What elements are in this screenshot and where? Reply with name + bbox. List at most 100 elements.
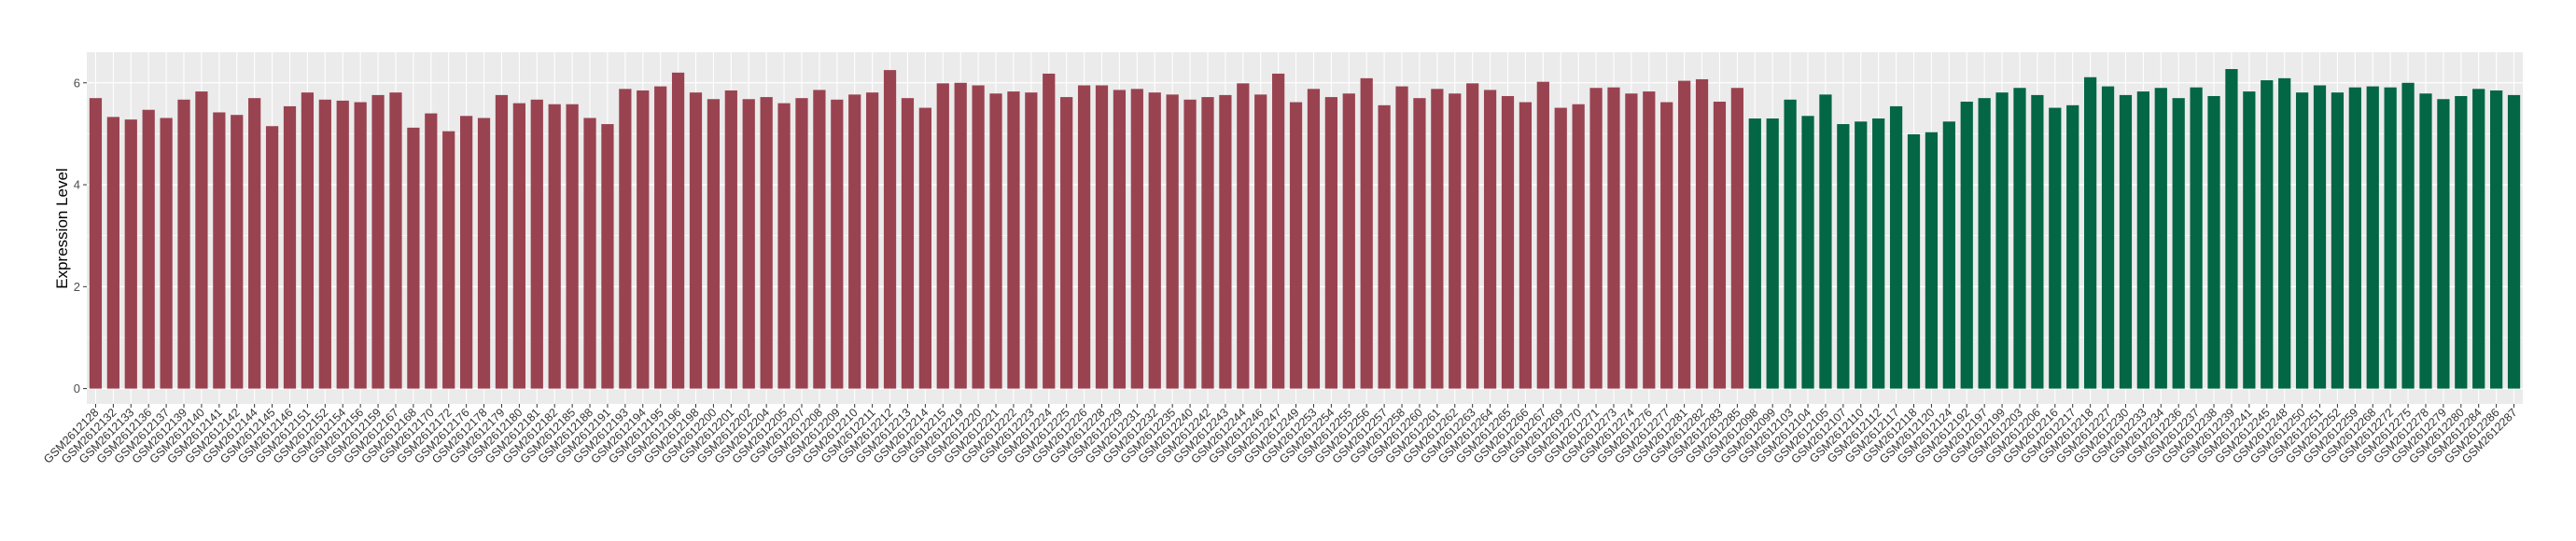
bar-GSM2612224	[1043, 73, 1056, 389]
bar-GSM2612193	[619, 89, 632, 389]
bar-GSM2612271	[1589, 88, 1603, 389]
bar-GSM2612257	[1378, 104, 1391, 389]
bar-GSM2612128	[89, 98, 103, 389]
bar-GSM2612212	[883, 70, 897, 389]
bar-GSM2612286	[2490, 90, 2503, 389]
y-axis-title: Expression Level	[53, 168, 71, 288]
bar-GSM2612247	[1272, 73, 1285, 389]
bar-GSM2612225	[1060, 97, 1073, 389]
bar-GSM2612156	[354, 102, 367, 389]
bar-GSM2612120	[1925, 132, 1939, 389]
bar-GSM2612188	[583, 118, 596, 389]
bar-GSM2612182	[548, 104, 561, 389]
bar-GSM2612211	[866, 92, 879, 389]
bar-GSM2612235	[1166, 94, 1179, 389]
bar-GSM2612124	[1942, 121, 1955, 389]
bar-GSM2612213	[901, 98, 915, 389]
bar-GSM2612201	[724, 90, 737, 389]
bar-GSM2612191	[601, 124, 614, 389]
bar-GSM2612198	[689, 92, 703, 389]
bar-GSM2612282	[1695, 78, 1709, 389]
bar-GSM2612154	[336, 100, 349, 389]
bar-GSM2612236	[2172, 98, 2185, 389]
bar-GSM2612159	[371, 94, 385, 389]
bar-GSM2612253	[1307, 89, 1321, 389]
bar-GSM2612279	[2437, 99, 2450, 389]
bar-GSM2612276	[1643, 91, 1656, 389]
y-axis: 0 2 4 6	[74, 76, 87, 395]
bar-GSM2612280	[2455, 95, 2468, 389]
bar-GSM2612104	[1801, 116, 1814, 389]
bar-GSM2612227	[2101, 86, 2115, 389]
bar-GSM2612284	[2472, 89, 2485, 389]
bar-GSM2612274	[1625, 93, 1638, 389]
bar-GSM2612139	[177, 99, 190, 389]
bar-GSM2612098	[1748, 118, 1761, 389]
bar-GSM2612242	[1201, 97, 1214, 389]
bar-GSM2612103	[1784, 99, 1797, 389]
bar-GSM2612258	[1395, 86, 1408, 389]
bar-GSM2612229	[1113, 90, 1127, 389]
bar-GSM2612245	[2261, 80, 2274, 389]
bar-GSM2612239	[2225, 69, 2238, 389]
bar-GSM2612214	[918, 107, 931, 389]
x-axis: GSM2612128GSM2612132GSM2612133GSM2612136…	[41, 404, 2520, 466]
bar-GSM2612208	[813, 90, 826, 389]
bar-GSM2612144	[248, 98, 261, 389]
bar-GSM2612232	[1148, 92, 1161, 389]
bar-GSM2612267	[1536, 81, 1549, 389]
bar-GSM2612200	[707, 99, 721, 389]
bar-GSM2612262	[1449, 93, 1462, 389]
bar-GSM2612260	[1413, 98, 1426, 389]
bar-GSM2612185	[566, 104, 579, 389]
bar-GSM2612168	[407, 127, 420, 389]
bar-GSM2612250	[2295, 92, 2309, 389]
bar-GSM2612140	[195, 91, 208, 389]
bar-GSM2612254	[1324, 97, 1337, 389]
bar-GSM2612142	[231, 115, 244, 389]
y-tick-label: 6	[74, 76, 80, 90]
bar-GSM2612217	[2066, 104, 2079, 389]
bar-GSM2612141	[213, 112, 226, 389]
y-tick-label: 4	[74, 178, 80, 192]
bars	[89, 69, 2521, 389]
bar-GSM2612237	[2190, 87, 2203, 389]
bar-GSM2612202	[742, 99, 755, 389]
bar-GSM2612137	[160, 118, 173, 389]
bar-GSM2612261	[1431, 89, 1444, 389]
bar-GSM2612209	[831, 99, 844, 389]
bar-GSM2612181	[530, 99, 543, 389]
bar-GSM2612136	[142, 109, 155, 389]
bar-GSM2612221	[989, 93, 1002, 389]
y-tick-label: 0	[74, 381, 80, 395]
bar-GSM2612249	[1289, 102, 1303, 389]
y-tick-label: 2	[74, 280, 80, 294]
bar-GSM2612210	[848, 94, 861, 389]
bar-GSM2612146	[283, 105, 297, 389]
bar-GSM2612099	[1766, 118, 1779, 389]
bar-GSM2612246	[1254, 94, 1267, 389]
bar-GSM2612207	[795, 98, 808, 389]
bar-GSM2612255	[1342, 93, 1355, 389]
bar-GSM2612264	[1483, 90, 1497, 389]
bar-GSM2612285	[1730, 88, 1743, 389]
bar-GSM2612278	[2419, 93, 2432, 389]
bar-GSM2612132	[106, 117, 119, 389]
bar-GSM2612178	[477, 118, 491, 389]
bar-GSM2612219	[954, 82, 967, 389]
bar-GSM2612266	[1519, 102, 1533, 389]
bar-GSM2612230	[2119, 94, 2133, 389]
bar-GSM2612222	[1007, 91, 1020, 389]
bar-GSM2612223	[1025, 92, 1038, 389]
bar-GSM2612117	[1889, 105, 1903, 389]
bar-GSM2612283	[1713, 101, 1727, 389]
bar-GSM2612287	[2507, 94, 2521, 389]
bar-GSM2612272	[2384, 87, 2397, 389]
bar-GSM2612172	[442, 131, 455, 389]
bar-GSM2612234	[2154, 88, 2167, 389]
bar-GSM2612205	[777, 103, 791, 389]
bar-GSM2612180	[512, 103, 525, 389]
bar-GSM2612133	[124, 119, 137, 389]
bar-GSM2612226	[1077, 85, 1091, 389]
